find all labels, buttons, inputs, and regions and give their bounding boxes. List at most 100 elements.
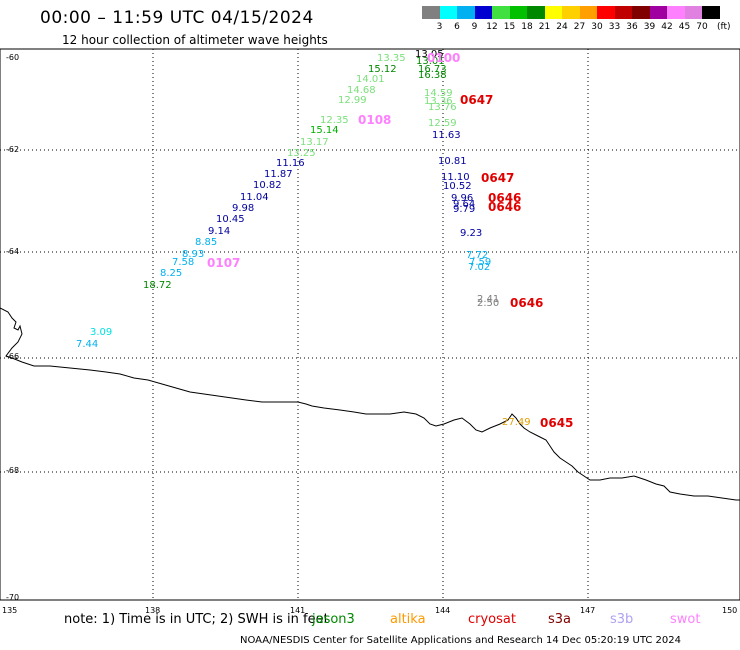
wave-height-value: 9.14 bbox=[208, 226, 231, 237]
pass-time-label: 0647 bbox=[460, 93, 494, 107]
wave-height-value: 7.59 bbox=[469, 257, 492, 268]
scale-label: 27 bbox=[573, 22, 586, 32]
lon-label: 147 bbox=[580, 606, 596, 615]
wave-height-value: 16.73 bbox=[418, 64, 447, 75]
note-text: note: 1) Time is in UTC; 2) SWH is in fe… bbox=[64, 612, 329, 627]
wave-height-value: 9.64 bbox=[453, 199, 476, 210]
scale-label: 6 bbox=[454, 22, 460, 32]
wave-height-value: 12.99 bbox=[338, 95, 367, 106]
pass-time-label: 0646 bbox=[488, 200, 522, 214]
scale-swatch bbox=[667, 6, 685, 19]
wave-height-value: 11.16 bbox=[276, 158, 305, 169]
wave-height-value: 8.25 bbox=[160, 268, 183, 279]
scale-swatch bbox=[562, 6, 580, 19]
wave-height-value: 10.45 bbox=[216, 214, 245, 225]
lon-label: 141 bbox=[290, 606, 306, 615]
satellite-swot: swot bbox=[670, 612, 701, 627]
wave-height-value: 11.63 bbox=[432, 130, 461, 141]
lon-label: 138 bbox=[145, 606, 161, 615]
wave-height-value: 13.25 bbox=[287, 148, 316, 159]
pass-time-label: 0646 bbox=[488, 191, 522, 205]
wave-height-value: 13.36 bbox=[424, 96, 453, 107]
wave-height-value: 10.52 bbox=[443, 181, 472, 192]
satellite-jason3: jason3 bbox=[312, 612, 355, 627]
scale-unit: (ft) bbox=[717, 22, 731, 32]
wave-height-value: 3.09 bbox=[90, 327, 113, 338]
scale-swatch bbox=[684, 6, 702, 19]
pass-time-label: 0645 bbox=[540, 416, 574, 430]
scale-label: 15 bbox=[503, 22, 516, 32]
wave-height-value: 11.04 bbox=[240, 192, 269, 203]
wave-height-value: 13.76 bbox=[428, 102, 457, 113]
wave-height-value: 9.23 bbox=[460, 228, 483, 239]
scale-label: 45 bbox=[678, 22, 691, 32]
map-title: 00:00 – 11:59 UTC 04/15/2024 bbox=[40, 8, 314, 28]
wave-height-value: 7.44 bbox=[76, 339, 99, 350]
scale-swatch bbox=[579, 6, 597, 19]
wave-height-value: 10.81 bbox=[438, 156, 467, 167]
scale-swatch bbox=[702, 6, 720, 19]
wave-height-value: 7.02 bbox=[468, 262, 491, 273]
wave-height-value: 12.35 bbox=[320, 115, 349, 126]
scale-swatch bbox=[439, 6, 457, 19]
scale-swatch bbox=[597, 6, 615, 19]
lat-label: -64 bbox=[6, 247, 20, 256]
wave-height-value: 2.41 bbox=[477, 294, 500, 305]
map-frame bbox=[0, 48, 740, 601]
wave-height-value: 15.14 bbox=[310, 125, 339, 136]
pass-time-label: 0108 bbox=[358, 113, 392, 127]
scale-swatch bbox=[527, 6, 545, 19]
scale-label: 70 bbox=[696, 22, 708, 32]
wave-height-value: 7.58 bbox=[172, 257, 195, 268]
lon-label: 144 bbox=[435, 606, 451, 615]
wave-height-value: 13.35 bbox=[377, 53, 406, 64]
scale-label: 30 bbox=[591, 22, 603, 32]
coastline bbox=[0, 307, 740, 501]
wave-height-value: 14.68 bbox=[347, 85, 376, 96]
wave-height-value: 16.38 bbox=[418, 70, 447, 81]
scale-label: 18 bbox=[521, 22, 533, 32]
wave-height-value: 13.01 bbox=[416, 56, 445, 67]
scale-label: 42 bbox=[661, 22, 673, 32]
wave-height-value: 18.72 bbox=[143, 280, 172, 291]
footer-credit: NOAA/NESDIS Center for Satellite Applica… bbox=[240, 635, 682, 646]
pass-time-label: 0646 bbox=[510, 296, 544, 310]
scale-swatch bbox=[614, 6, 632, 19]
wave-height-value: 14.01 bbox=[356, 74, 385, 85]
wave-height-value: 14.59 bbox=[424, 88, 453, 99]
wave-height-value: 10.82 bbox=[253, 180, 282, 191]
lat-label: -68 bbox=[6, 466, 20, 475]
scale-swatch bbox=[649, 6, 667, 19]
lat-label: -66 bbox=[6, 352, 20, 361]
lat-label: -60 bbox=[6, 53, 20, 62]
lat-label: -70 bbox=[6, 593, 20, 602]
satellite-s3b: s3b bbox=[610, 612, 634, 627]
wave-height-value: 8.85 bbox=[195, 237, 218, 248]
lon-label: 150 bbox=[722, 606, 738, 615]
wave-height-value: 8.93 bbox=[182, 249, 205, 260]
lat-label: -62 bbox=[6, 145, 20, 154]
pass-time-label: 0647 bbox=[481, 171, 515, 185]
satellite-s3a: s3a bbox=[548, 612, 572, 627]
wave-height-value: 12.59 bbox=[428, 118, 457, 129]
graticule bbox=[0, 49, 740, 600]
scale-label: 9 bbox=[471, 22, 478, 32]
scale-swatch bbox=[457, 6, 475, 19]
scale-label: 36 bbox=[626, 22, 638, 32]
scale-swatch bbox=[544, 6, 562, 19]
wave-height-value: 13.17 bbox=[300, 137, 329, 148]
scale-swatch bbox=[422, 6, 440, 19]
scale-label: 33 bbox=[608, 22, 621, 32]
scale-swatch bbox=[632, 6, 650, 19]
wave-height-value: 11.87 bbox=[264, 169, 293, 180]
wave-height-value: 11.10 bbox=[441, 172, 470, 183]
scale-label: 3 bbox=[436, 22, 443, 32]
wave-height-value: 9.79 bbox=[453, 204, 476, 215]
wave-height-value: 7.72 bbox=[466, 250, 489, 261]
pass-time-label: 0100 bbox=[427, 51, 461, 65]
wave-height-value: 9.98 bbox=[232, 203, 255, 214]
wave-height-value: 15.12 bbox=[368, 64, 397, 75]
scale-swatch bbox=[509, 6, 527, 19]
wave-height-value: 9.96 bbox=[451, 193, 474, 204]
